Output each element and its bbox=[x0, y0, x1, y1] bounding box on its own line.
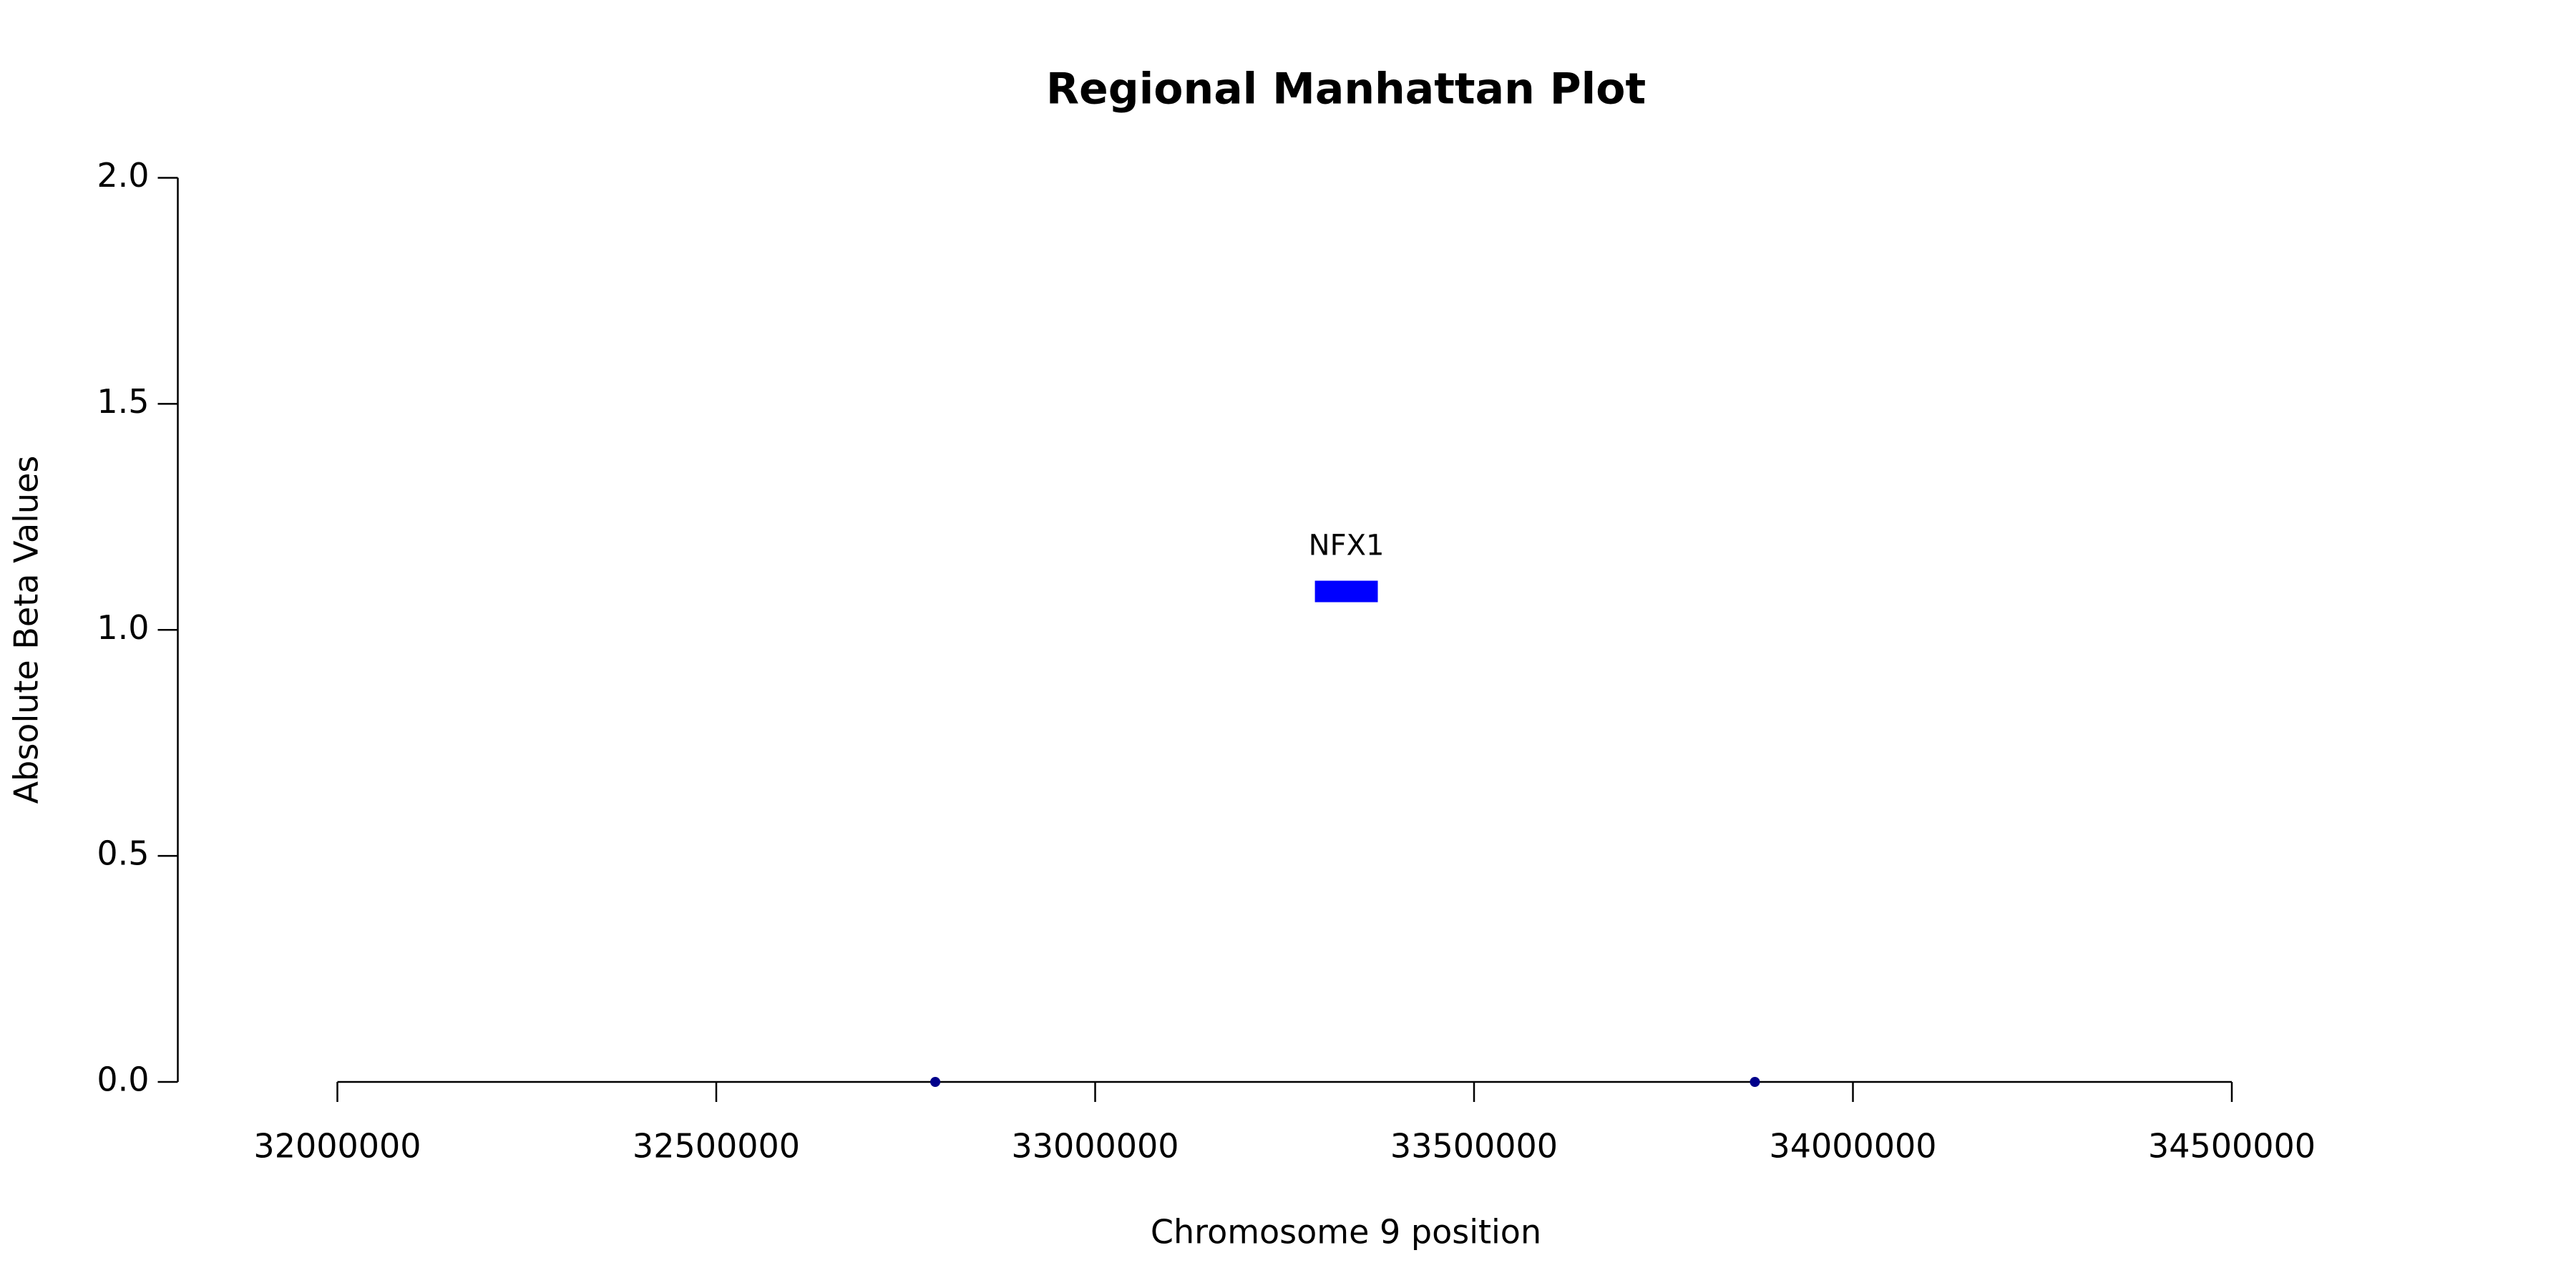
y-tick-label: 1.5 bbox=[97, 382, 149, 421]
x-tick-label: 34500000 bbox=[2148, 1127, 2316, 1166]
y-tick-label: 0.0 bbox=[97, 1060, 149, 1099]
y-axis-label: Absolute Beta Values bbox=[7, 456, 46, 804]
x-tick-label: 33500000 bbox=[1390, 1127, 1558, 1166]
point bbox=[930, 1077, 941, 1087]
x-tick-label: 34000000 bbox=[1769, 1127, 1936, 1166]
gene-box bbox=[1314, 580, 1378, 602]
chart-title: Regional Manhattan Plot bbox=[1046, 64, 1646, 114]
y-tick-label: 0.5 bbox=[97, 834, 149, 873]
x-tick-label: 33000000 bbox=[1011, 1127, 1179, 1166]
y-tick-label: 2.0 bbox=[97, 156, 149, 195]
x-tick-label: 32000000 bbox=[253, 1127, 421, 1166]
gene-label: NFX1 bbox=[1309, 530, 1385, 562]
y-tick-label: 1.0 bbox=[97, 608, 149, 647]
x-tick-label: 32500000 bbox=[633, 1127, 800, 1166]
point bbox=[1750, 1077, 1760, 1087]
x-axis-label: Chromosome 9 position bbox=[1151, 1213, 1541, 1252]
